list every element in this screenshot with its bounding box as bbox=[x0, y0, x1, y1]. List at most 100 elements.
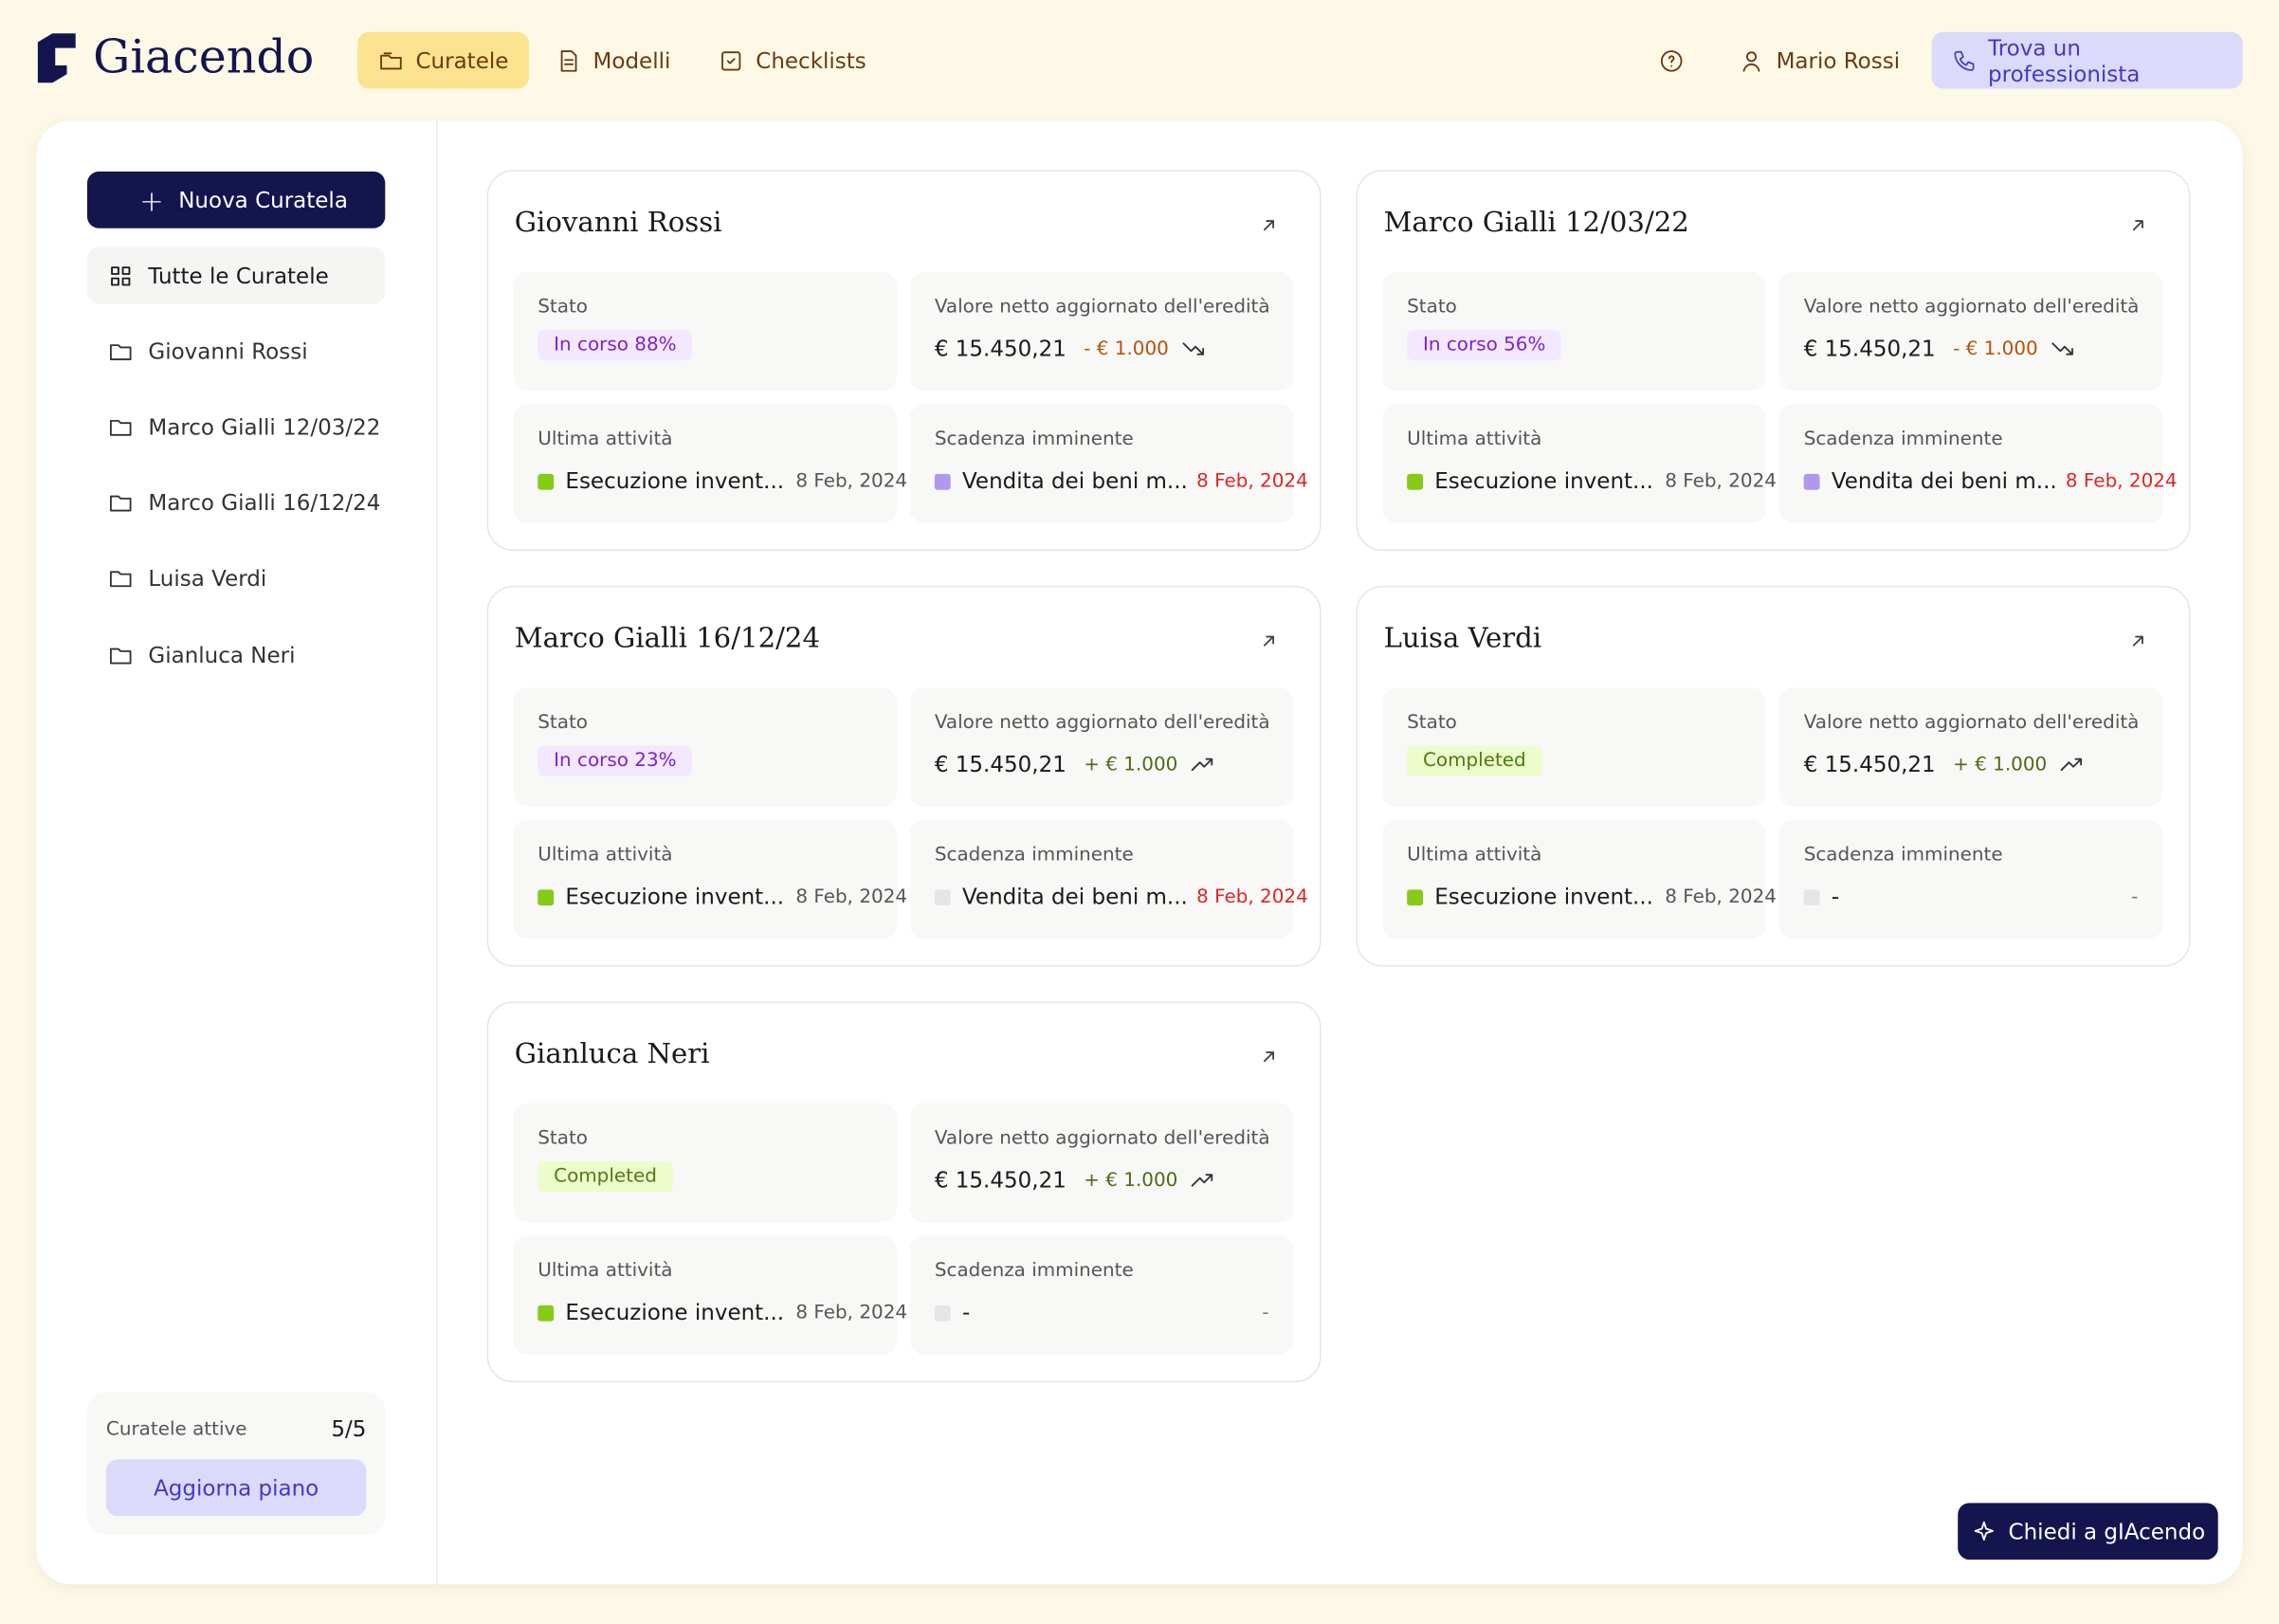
open-button[interactable] bbox=[1256, 212, 1283, 245]
delta: - € 1.000 bbox=[1084, 338, 1169, 360]
chat-button[interactable]: Chiedi a gIAcendo bbox=[1958, 1503, 2218, 1560]
deadline-date: - bbox=[1262, 1301, 1269, 1323]
nav-curatele[interactable]: Curatele bbox=[357, 31, 529, 89]
new-curatela-button[interactable]: + Nuova Curatela bbox=[86, 171, 386, 228]
curatela-card[interactable]: Luisa Verdi Stato Completed Valore netto ag… bbox=[1356, 585, 2191, 967]
deadline-row: Vendita dei beni m... 8 Feb, 2024 bbox=[1803, 468, 2178, 494]
nav-modelli[interactable]: Modelli bbox=[535, 32, 691, 89]
amount: € 15.450,21 bbox=[934, 336, 1067, 362]
status-label: Stato bbox=[538, 296, 588, 319]
status-box: Stato Completed bbox=[1382, 687, 1766, 807]
activity-name: Esecuzione invent... bbox=[565, 1299, 785, 1326]
deadline-dot bbox=[934, 888, 951, 905]
sidebar bbox=[36, 120, 438, 1585]
activity-label: Ultima attività bbox=[1407, 844, 1542, 867]
activity-dot bbox=[538, 473, 555, 489]
deadline-dot bbox=[1803, 473, 1820, 489]
nav-label: Modelli bbox=[593, 46, 671, 74]
curatela-card[interactable]: Marco Gialli 12/03/22 Stato In corso 56% Va… bbox=[1356, 170, 2191, 552]
deadline-name: - bbox=[961, 1299, 971, 1326]
sidebar-item[interactable]: Luisa Verdi bbox=[87, 551, 385, 608]
upgrade-button[interactable]: Aggiorna piano bbox=[105, 1459, 367, 1517]
sidebar-item-label: Marco Gialli 16/12/24 bbox=[148, 489, 381, 517]
status-label: Stato bbox=[1407, 712, 1457, 735]
activity-label: Ultima attività bbox=[538, 429, 673, 451]
sidebar-item[interactable]: Marco Gialli 12/03/22 bbox=[87, 399, 385, 456]
status-row: In corso 88% bbox=[538, 330, 875, 361]
open-button[interactable] bbox=[1256, 628, 1283, 660]
plan-box: Curatele attive 5/5 Aggiorna piano bbox=[86, 1392, 386, 1536]
status-row: Completed bbox=[538, 1161, 875, 1193]
icon bbox=[1192, 757, 1213, 772]
sidebar-item[interactable]: Marco Gialli 16/12/24 bbox=[87, 475, 385, 532]
icon bbox=[109, 571, 132, 588]
sidebar-item-label: Gianluca Neri bbox=[148, 642, 296, 668]
status-row: In corso 56% bbox=[1407, 330, 1744, 361]
value-box: Valore netto aggiornato dell'eredità € 15… bbox=[1778, 687, 2163, 807]
deadline-date: 8 Feb, 2024 bbox=[1196, 469, 1308, 492]
deadline-name: Vendita dei beni m... bbox=[961, 467, 1188, 495]
status-label: Stato bbox=[538, 1127, 588, 1150]
open-button[interactable] bbox=[2125, 628, 2152, 660]
activity-name: Esecuzione invent... bbox=[565, 884, 785, 910]
activity-box: Ultima attività Esecuzione invent... 8 Feb… bbox=[513, 404, 907, 523]
open-button[interactable] bbox=[1256, 1044, 1283, 1076]
help-button[interactable] bbox=[1638, 32, 1705, 89]
value-box: Valore netto aggiornato dell'eredità € 15… bbox=[909, 1103, 1294, 1223]
user-menu[interactable]: Mario Rossi bbox=[1718, 32, 1920, 89]
deadline-box: Scadenza imminente Vendita dei beni m... 8… bbox=[1778, 404, 2178, 523]
icon bbox=[2132, 220, 2143, 231]
plan-count: 5/5 bbox=[331, 1415, 367, 1442]
open-button[interactable] bbox=[2125, 212, 2152, 245]
cta-button[interactable]: Trova un professionista bbox=[1931, 31, 2243, 89]
status-box: Stato In corso 56% bbox=[1382, 271, 1766, 392]
delta: + € 1.000 bbox=[1084, 753, 1178, 776]
delta: + € 1.000 bbox=[1953, 753, 2048, 776]
value-label: Valore netto aggiornato dell'eredità bbox=[934, 1127, 1270, 1150]
curatela-card[interactable]: Giovanni Rossi Stato In corso 88% Valore ne… bbox=[486, 170, 1322, 552]
sidebar-item[interactable]: Giovanni Rossi bbox=[87, 322, 385, 379]
card-title: Giovanni Rossi bbox=[514, 206, 722, 239]
activity-box: Ultima attività Esecuzione invent... 8 Feb… bbox=[513, 819, 907, 940]
icon bbox=[1263, 635, 1275, 647]
sidebar-item[interactable]: Gianluca Neri bbox=[87, 627, 385, 684]
new-label: Nuova Curatela bbox=[178, 187, 348, 213]
activity-dot bbox=[1407, 473, 1424, 489]
cta-label: Trova un professionista bbox=[1988, 34, 2141, 87]
curatela-card[interactable]: Gianluca Neri Stato Completed Valore netto … bbox=[486, 1001, 1322, 1383]
value-row: € 15.450,21 + € 1.000 bbox=[935, 1167, 1272, 1194]
nav-label: Checklists bbox=[756, 46, 866, 74]
deadline-dot bbox=[1803, 888, 1820, 905]
deadline-label: Scadenza imminente bbox=[1803, 429, 2003, 451]
card-title: Gianluca Neri bbox=[514, 1037, 710, 1070]
status-badge: In corso 23% bbox=[538, 745, 693, 776]
activity-row: Esecuzione invent... 8 Feb, 2024 bbox=[538, 1299, 907, 1326]
curatela-card[interactable]: Marco Gialli 16/12/24 Stato In corso 23% Va… bbox=[486, 585, 1322, 967]
card-title: Marco Gialli 12/03/22 bbox=[1383, 206, 1689, 239]
nav-checklists[interactable]: Checklists bbox=[698, 32, 886, 89]
plan-label: Curatele attive bbox=[105, 1418, 247, 1441]
activity-name: Esecuzione invent... bbox=[565, 467, 785, 495]
card-title: Marco Gialli 16/12/24 bbox=[514, 622, 820, 654]
deadline-dot bbox=[934, 473, 951, 489]
logo bbox=[37, 33, 76, 83]
icon bbox=[1263, 220, 1275, 231]
activity-row: Esecuzione invent... 8 Feb, 2024 bbox=[538, 884, 907, 910]
status-box: Stato In corso 23% bbox=[513, 687, 897, 807]
activity-label: Ultima attività bbox=[538, 844, 673, 867]
all-curatele[interactable]: Tutte le Curatele bbox=[86, 246, 386, 304]
brand[interactable]: Giacendo bbox=[35, 29, 314, 84]
deadline-box: Scadenza imminente - - bbox=[909, 1235, 1294, 1355]
deadline-box: Scadenza imminente Vendita dei beni m... 8… bbox=[909, 404, 1308, 523]
icon bbox=[109, 419, 132, 436]
deadline-label: Scadenza imminente bbox=[934, 1260, 1134, 1283]
deadline-row: Vendita dei beni m... 8 Feb, 2024 bbox=[934, 884, 1308, 910]
status-row: Completed bbox=[1407, 745, 1744, 776]
activity-label: Ultima attività bbox=[538, 1260, 673, 1283]
value-box: Valore netto aggiornato dell'eredità € 15… bbox=[909, 271, 1294, 392]
deadline-box: Scadenza imminente - - bbox=[1778, 819, 2163, 940]
icon bbox=[1182, 342, 1205, 356]
icon bbox=[109, 495, 132, 512]
nav-label: Curatele bbox=[415, 46, 509, 74]
amount: € 15.450,21 bbox=[934, 1167, 1067, 1194]
